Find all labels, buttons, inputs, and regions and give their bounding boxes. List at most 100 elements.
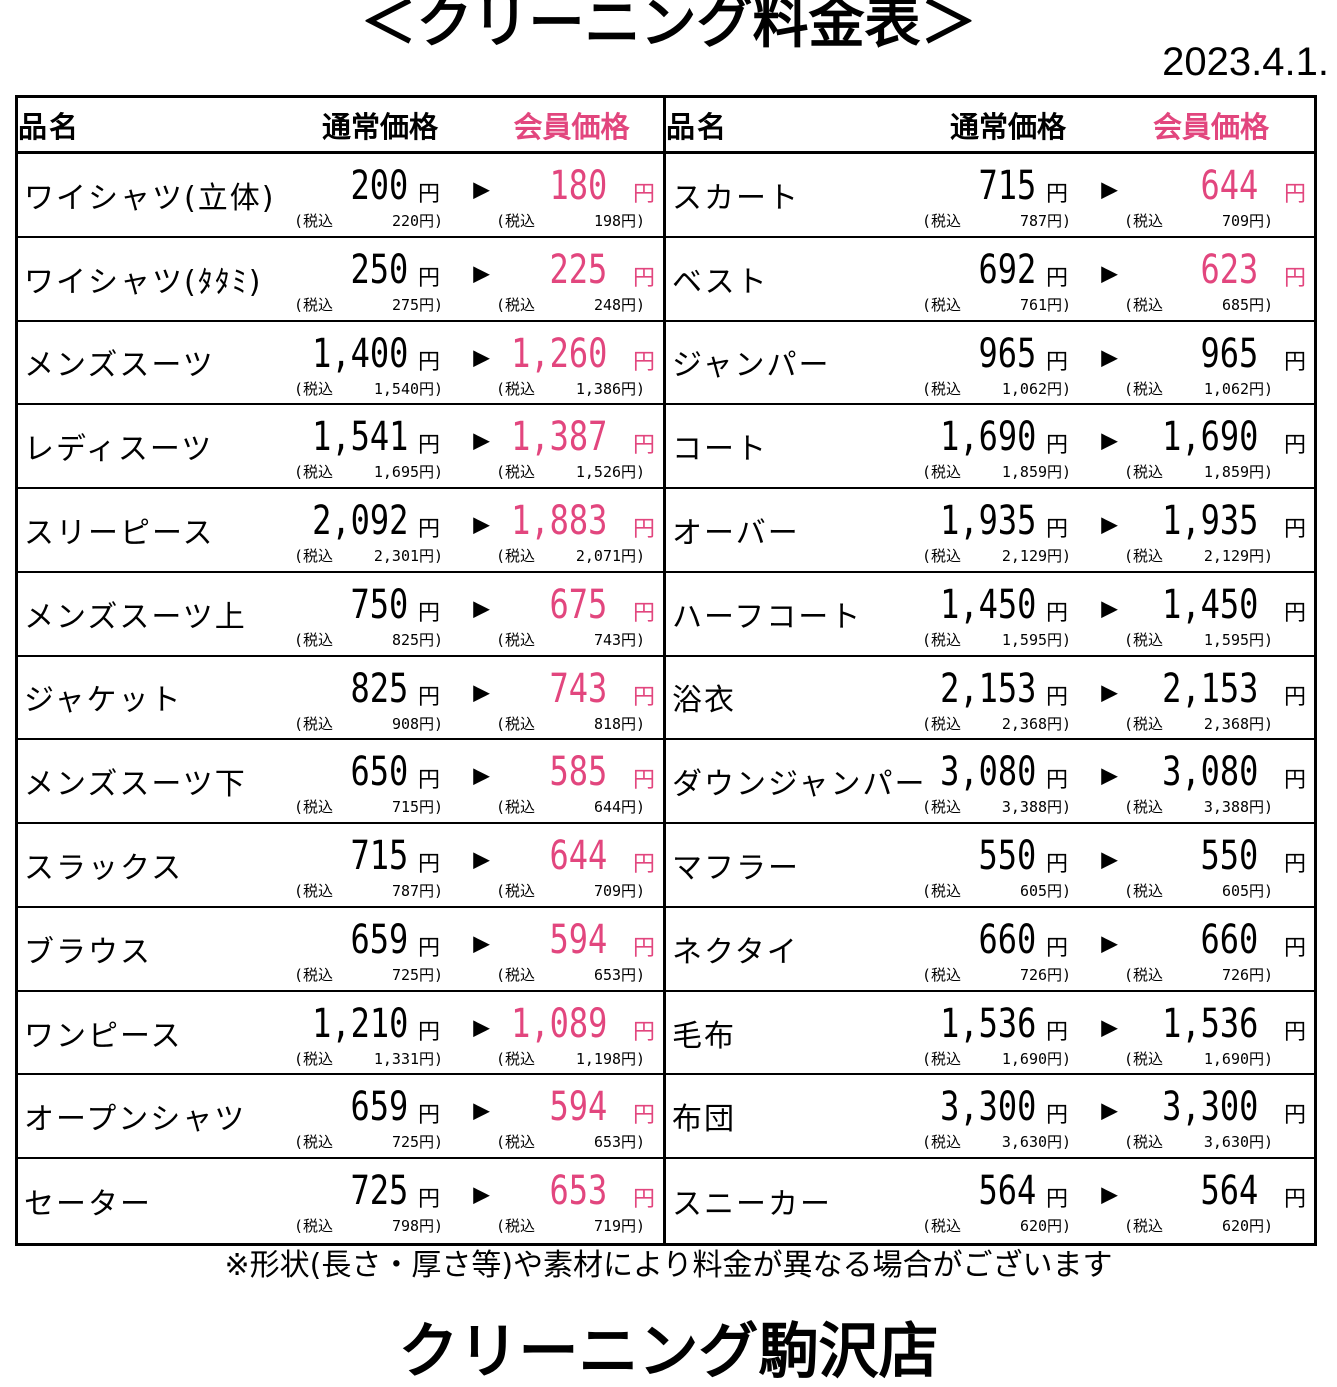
yen-unit: 円 (1045, 517, 1068, 543)
tax-included-value: 726 (1221, 965, 1250, 984)
tax-suffix: 円) (1047, 295, 1072, 314)
yen-unit: 円 (1283, 600, 1306, 626)
tax-included-price: (税込 1,062円) (922, 378, 1071, 399)
yen-unit: 円 (1283, 265, 1306, 291)
regular-price-value: 659 (350, 916, 408, 963)
regular-price-value: 250 (350, 246, 408, 293)
tax-included-price: (税込 908円) (294, 713, 443, 734)
tax-included-price: (税込 725円) (294, 964, 443, 985)
table-header: 品名 通常価格 会員価格 (666, 98, 1314, 154)
tax-included-value: 2,368 (1203, 714, 1250, 733)
tax-included-value: 620 (1019, 1217, 1048, 1236)
tax-prefix: (税込 (294, 630, 334, 649)
store-name: クリーニング駒沢店 (398, 1317, 939, 1387)
tax-prefix: (税込 (922, 798, 962, 817)
yen-unit: 円 (632, 852, 655, 878)
table-row: ワイシャツ(立体) 200 円 (税込 220円) ▶ 180 円 (税込 198円) (18, 154, 663, 238)
tax-included-price: (税込 2,368円) (922, 713, 1071, 734)
item-name: ダウンジャンパー (672, 767, 927, 803)
table-row: ハーフコート 1,450 円 (税込 1,595円) ▶ 1,450 円 (税込 1,595円) (666, 573, 1314, 657)
item-name: オーバー (672, 515, 800, 551)
item-name: スラックス (24, 851, 184, 887)
tax-included-price: (税込 2,301円) (294, 545, 443, 566)
arrow-icon: ▶ (1101, 423, 1118, 457)
tax-included-value: 719 (593, 1217, 622, 1236)
tax-included-value: 3,388 (1001, 798, 1048, 817)
table-row: メンズスーツ上 750 円 (税込 825円) ▶ 675 円 (税込 743円) (18, 573, 663, 657)
header-member-price: 会員価格 (1152, 109, 1269, 144)
tax-prefix: (税込 (294, 295, 334, 314)
yen-unit: 円 (417, 182, 440, 207)
member-price: 1,450 円 (税込 1,595円) (1108, 573, 1314, 655)
yen-unit: 円 (417, 852, 440, 878)
member-price: 660 円 (税込 726円) (1108, 908, 1314, 990)
regular-price-value: 1,690 (939, 414, 1036, 461)
table-row: コート 1,690 円 (税込 1,859円) ▶ 1,690 円 (税込 1,859円) (666, 405, 1314, 490)
regular-price: 3,080 円 (税込 3,388円) ▶ (908, 740, 1118, 822)
member-price-value: 675 (549, 581, 607, 628)
tax-suffix: 円) (1249, 798, 1274, 817)
tax-included-value: 715 (391, 798, 420, 817)
tax-prefix: (税込 (294, 379, 334, 398)
tax-included-value: 726 (1019, 965, 1048, 984)
item-name: スニーカー (672, 1187, 832, 1223)
tax-included-value: 1,695 (373, 463, 420, 482)
member-price: 594 円 (税込 653円) (480, 908, 663, 990)
regular-price-value: 1,400 (311, 330, 408, 377)
tax-prefix: (税込 (922, 295, 962, 314)
tax-suffix: 円) (419, 463, 444, 482)
tax-suffix: 円) (1047, 1049, 1072, 1068)
tax-suffix: 円) (1249, 1133, 1274, 1152)
regular-price: 1,541 円 (税込 1,695円) ▶ (280, 405, 490, 487)
tax-suffix: 円) (621, 295, 646, 314)
tax-prefix: (税込 (496, 714, 536, 733)
arrow-icon: ▶ (473, 1009, 490, 1043)
tax-included-value: 787 (1019, 212, 1048, 230)
table-row: メンズスーツ下 650 円 (税込 715円) ▶ 585 円 (税込 644円) (18, 740, 663, 825)
table-row: ブラウス 659 円 (税込 725円) ▶ 594 円 (税込 653円) (18, 908, 663, 992)
regular-price: 659 円 (税込 725円) ▶ (280, 908, 490, 990)
tax-included-value: 1,526 (575, 463, 622, 482)
tax-included-value: 743 (593, 630, 622, 649)
yen-unit: 円 (632, 684, 655, 710)
member-price: 743 円 (税込 818円) (480, 657, 663, 739)
yen-unit: 円 (632, 265, 655, 291)
yen-unit: 円 (1045, 935, 1068, 961)
member-price: 1,260 円 (税込 1,386円) (480, 322, 663, 404)
member-price-value: 3,080 (1161, 749, 1258, 796)
regular-price-value: 550 (978, 833, 1036, 880)
yen-unit: 円 (417, 1187, 440, 1213)
tax-included-price: (税込 1,526円) (496, 461, 645, 482)
tax-suffix: 円) (1047, 882, 1072, 901)
tax-prefix: (税込 (922, 882, 962, 901)
tax-included-price: (税込 787円) (294, 880, 443, 901)
member-price-value: 585 (549, 749, 607, 796)
regular-price-value: 3,080 (939, 749, 1036, 796)
tax-included-price: (税込 248円) (496, 294, 645, 315)
yen-unit: 円 (1283, 349, 1306, 375)
tax-included-price: (税込 620円) (922, 1215, 1071, 1236)
item-name: ジャケット (24, 683, 183, 719)
table-row: 毛布 1,536 円 (税込 1,690円) ▶ 1,536 円 (税込 1,690円) (666, 992, 1314, 1076)
tax-included-price: (税込 715円) (294, 796, 443, 817)
tax-prefix: (税込 (922, 1217, 962, 1236)
arrow-icon: ▶ (473, 1093, 490, 1127)
tax-suffix: 円) (419, 547, 444, 566)
tax-prefix: (税込 (1124, 212, 1164, 230)
item-name: メンズスーツ (24, 348, 215, 384)
regular-price: 1,536 円 (税込 1,690円) ▶ (908, 992, 1118, 1074)
tax-included-value: 605 (1019, 882, 1048, 901)
tax-suffix: 円) (1249, 630, 1274, 649)
tax-included-value: 725 (391, 1133, 420, 1152)
tax-included-value: 275 (391, 295, 420, 314)
tax-included-price: (税込 725円) (294, 1131, 443, 1152)
yen-unit: 円 (417, 684, 440, 710)
tax-prefix: (税込 (1124, 1133, 1164, 1152)
yen-unit: 円 (417, 349, 440, 375)
yen-unit: 円 (1045, 349, 1068, 375)
member-price: 1,089 円 (税込 1,198円) (480, 992, 663, 1074)
member-price-value: 965 (1200, 330, 1258, 377)
member-price: 1,387 円 (税込 1,526円) (480, 405, 663, 487)
tax-suffix: 円) (1249, 379, 1274, 398)
tax-suffix: 円) (621, 463, 646, 482)
